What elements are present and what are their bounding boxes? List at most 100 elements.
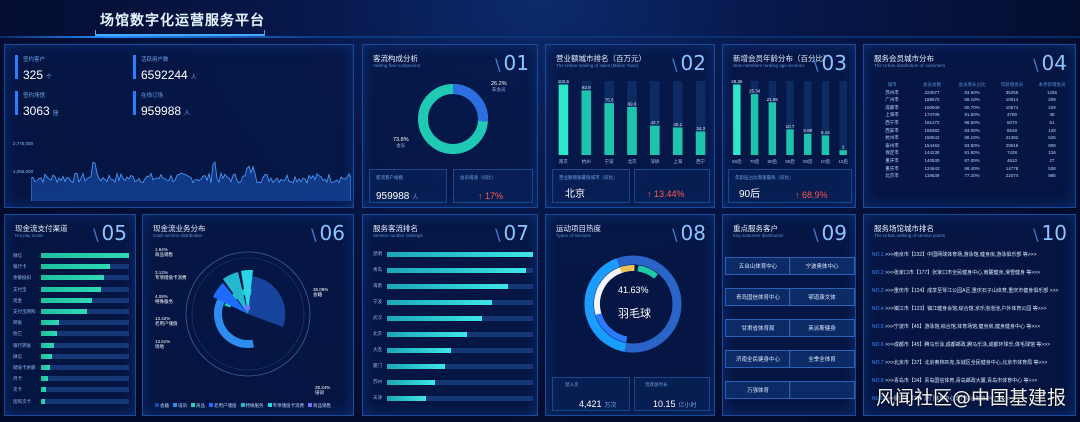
table-cell: 160949	[924, 104, 940, 110]
panel-subtitle: The Urban distribution of customers	[874, 63, 946, 68]
cash-service-panel: 现金流业务分布 Cash service distribution 06 1.6…	[142, 214, 354, 416]
ranking-item[interactable]: NO.8 >>>青岛市【34】青岛国信体育,青岛邮政大厦,青岛市体育中心 等>>…	[872, 378, 1038, 384]
table-cell: 8548	[1006, 127, 1017, 133]
service-bar	[387, 380, 436, 385]
customer-button[interactable]	[789, 381, 855, 399]
service-label: 苏州	[373, 379, 382, 384]
table-cell: 128	[1048, 127, 1056, 133]
page-title: 场馆数字化运营服务平台	[100, 12, 265, 28]
service-bar	[387, 364, 446, 369]
panel-subtitle: Hot pay mode	[15, 233, 44, 238]
payment-bar	[41, 376, 49, 382]
table-row: 西宁市 161272 88.60% 6070 61	[872, 119, 1072, 127]
traffic-line-chart	[31, 161, 351, 201]
table-cell: 154463	[924, 142, 940, 148]
service-bar	[387, 252, 533, 257]
table-cell: 38	[1049, 112, 1055, 118]
table-cell: 77.20%	[964, 173, 980, 179]
panel-number: 06	[311, 221, 345, 245]
ranking-item[interactable]: NO.6 >>>成都市【45】腾马乐泳,成都邮政,腾马乐泳,成都环球乐,体毛球馆…	[872, 342, 1051, 348]
customer-button[interactable]: 五台山体育中心	[725, 257, 791, 275]
service-label: 海南	[373, 283, 382, 288]
stat-value: 3063	[23, 104, 50, 118]
panel-number: 08	[672, 221, 706, 245]
table-row: 杭州市 150542 88.10% 21392 536	[872, 134, 1072, 142]
payment-channel-panel: 现金流支付渠道 Hot pay mode 05 微信 银行卡 余额抵扣 支付宝 …	[4, 214, 136, 416]
customer-button[interactable]: 万强体育	[725, 381, 791, 399]
service-label: 宁波	[373, 299, 382, 304]
legend-item: 商品销售	[308, 403, 331, 409]
ranking-item[interactable]: NO.2 >>>张家口市【177】张家口市全民健身中心,南麓健身,滑雪健身 等>…	[872, 270, 1041, 276]
payment-bar	[41, 297, 93, 303]
table-cell: 7428	[1006, 150, 1017, 156]
table-header: 会员增长占比	[958, 82, 986, 87]
service-bar-track	[387, 348, 533, 353]
payment-bar-track	[41, 342, 129, 348]
service-flow-panel: 服务客流排名 Service number rankings 07 昆明 青岛 …	[362, 214, 538, 416]
service-bar-track	[387, 396, 533, 401]
age-category-label: 10后	[821, 158, 831, 165]
age-bar	[768, 102, 777, 155]
table-row: 北京市 119639 77.20% 22074 985	[872, 172, 1072, 180]
cash-legend: 会籍 培训 商品 老用户储值 特殊服务 专项储值卡消费 商品销售	[155, 403, 350, 409]
panel-title: 新增会员年龄分布（百分比）	[733, 54, 831, 63]
customer-button[interactable]: 青岛国信体育中心	[725, 288, 791, 306]
legend-item: 专项储值卡消费	[267, 403, 304, 409]
panel-title: 服务会员城市分布	[874, 54, 934, 63]
ranking-item[interactable]: NO.9 >>>厦门市【27】厦门体育中心,厦门综合健身中心 等>>>	[872, 396, 1011, 402]
ranking-item[interactable]: NO.5 >>>宁波市【45】游泳馆,综合馆,体育场馆,健身房,健身健身中心 等…	[872, 324, 1041, 330]
payment-bar	[41, 342, 55, 348]
service-label: 武汉	[373, 315, 382, 320]
watermark: 风闻社区@中国基建报	[875, 387, 1066, 409]
panel-number: 07	[495, 221, 529, 245]
age-bar	[803, 133, 812, 155]
age-bar-track	[839, 81, 847, 155]
age-bar-track	[786, 81, 794, 155]
ranking-item[interactable]: NO.1 >>>南京市【232】中国网球体育场,游泳馆,健身房,游泳俱乐部 等>…	[872, 252, 1037, 258]
table-row: 重庆市 124643 88.40% 14778 538	[872, 165, 1072, 173]
ranking-item[interactable]: NO.4 >>>镇江市【123】镇江健身会馆,综合馆,京乐泡泡池,户外体育公园 …	[872, 306, 1047, 312]
sales-category-label: 南京	[559, 158, 568, 165]
customer-button[interactable]: 济南全民健身中心	[725, 350, 791, 368]
table-cell: 140530	[924, 157, 940, 163]
service-label: 北京	[373, 331, 382, 336]
stat-label: 签约客户	[23, 57, 46, 63]
sales-value-label: 42.7	[650, 120, 659, 125]
customer-button[interactable]: 鄂道康文体	[789, 288, 855, 306]
sales-bar	[581, 90, 592, 155]
payment-label: 微信	[13, 353, 22, 359]
table-cell: 124643	[924, 165, 940, 171]
metric-box: 年龄层占比增速最快（同比） 90后 ↑ 68.9%	[728, 169, 852, 203]
payment-label: 团购次卡	[13, 398, 31, 404]
payment-bar-track	[41, 387, 129, 393]
ranking-item[interactable]: NO.3 >>>重庆市【124】成享至琴江公园A区,重庆石子山体育,重庆市健身俱…	[872, 288, 1059, 294]
customer-button[interactable]: 甘肃省体育局	[725, 319, 791, 337]
stat-value: 959988	[141, 104, 182, 118]
table-cell: 广州市	[885, 97, 899, 103]
customer-button[interactable]: 宁波奥体中心	[789, 257, 855, 275]
sales-category-label: 杭州	[582, 158, 591, 165]
age-value-label: 8.16	[821, 130, 830, 135]
panel-subtitle: The Urban ranking of service points	[874, 233, 946, 238]
table-cell: 重庆市	[885, 157, 899, 163]
table-cell: 6070	[1006, 119, 1017, 125]
payment-bar-track	[41, 353, 129, 359]
metric-box: 活跃总时长 10.15 亿小时	[634, 377, 710, 411]
payment-bar-track	[41, 376, 129, 382]
panel-number: 05	[93, 221, 127, 245]
ranking-item[interactable]: NO.7 >>>北京市【37】北京奥林匹克,东城区全民健身中心,北京市体育局 等…	[872, 360, 1048, 366]
payment-bar-track	[41, 320, 129, 326]
table-cell: 1256	[1046, 89, 1057, 95]
sports-donut	[584, 255, 682, 353]
customer-button[interactable]: 全季全体育	[789, 350, 855, 368]
service-label: 青岛	[373, 267, 382, 272]
sales-value-label: 40.1	[673, 122, 682, 127]
payment-bar-track	[41, 365, 129, 370]
stat-label: 活跃用户数	[141, 57, 169, 63]
service-bar	[387, 348, 452, 353]
payment-bar	[41, 353, 52, 359]
payment-bar	[41, 387, 47, 393]
customer-button[interactable]: 英派斯健身	[789, 319, 855, 337]
panel-number: 03	[813, 51, 847, 75]
sales-value-label: 69.9	[628, 101, 637, 106]
